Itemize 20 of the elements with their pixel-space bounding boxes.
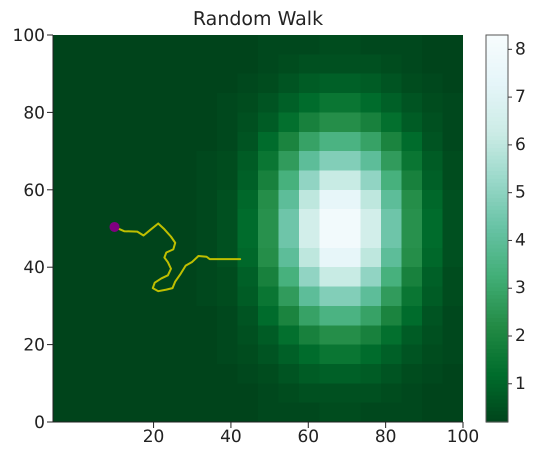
color-bar-label: 2 <box>515 326 526 346</box>
x-tick-label: 80 <box>374 427 396 448</box>
y-tick-label: 20 <box>23 336 45 356</box>
x-tick-label: 40 <box>220 427 242 448</box>
color-bar-label: 4 <box>515 230 526 250</box>
y-tick-label: 0 <box>34 413 45 434</box>
y-tick-label: 40 <box>23 258 45 278</box>
chart-title: Random Walk <box>192 8 324 30</box>
x-tick-label: 20 <box>142 427 164 448</box>
color-bar-label: 5 <box>515 182 526 203</box>
color-bar-label: 8 <box>515 39 526 60</box>
x-tick-label: 100 <box>446 427 480 448</box>
color-bar-label: 7 <box>515 87 526 108</box>
x-tick-label: 60 <box>297 427 320 448</box>
color-bar-label: 6 <box>515 134 526 155</box>
y-tick-label: 80 <box>23 103 45 124</box>
y-tick-label: 60 <box>23 180 45 201</box>
y-tick-label: 100 <box>12 26 45 46</box>
color-bar-label: 3 <box>515 278 526 298</box>
color-bar-label: 1 <box>515 374 526 394</box>
